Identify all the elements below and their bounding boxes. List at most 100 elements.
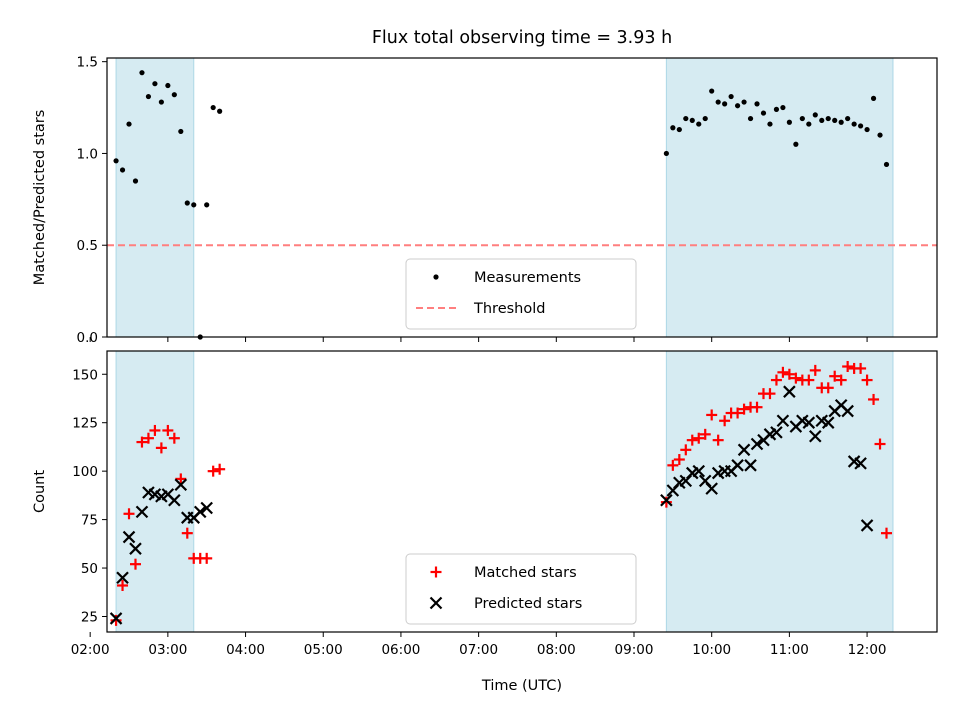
predicted-star-point-b (660, 493, 673, 507)
top-y-tick-label: 1.0 (77, 146, 98, 162)
predicted-star-point-b (174, 478, 188, 491)
bottom-y-tick-label: 75 (81, 513, 98, 529)
matched-star-point (155, 442, 167, 454)
matched-star-point (783, 368, 795, 380)
predicted-star-point-b (122, 530, 136, 544)
measurement-point (709, 88, 715, 94)
measurement-point (145, 93, 152, 100)
measurement-point (877, 132, 883, 138)
predicted-star-point-b (796, 414, 809, 428)
x-tick-label: 03:00 (148, 642, 187, 658)
matched-star-point (861, 374, 873, 386)
predicted-star-point (660, 493, 673, 507)
matched-star-point (214, 463, 226, 475)
predicted-star-point (776, 414, 790, 428)
top-legend-box (405, 258, 637, 330)
x-tick-label: 04:00 (226, 642, 265, 658)
bottom-y-tick-label: 150 (72, 367, 98, 383)
measurement-point (191, 202, 197, 208)
matched-star-point (110, 614, 122, 626)
measurement-point (217, 108, 223, 114)
predicted-star-point (174, 478, 188, 491)
top-observing-band-2 (665, 57, 894, 338)
predicted-star-point-b (770, 426, 783, 439)
predicted-star-point-b (815, 414, 829, 428)
predicted-star-point-b (129, 542, 142, 555)
bottom-series-2 (109, 385, 874, 625)
measurement-point (786, 119, 792, 125)
bottom-panel: 25 50 75 100 125 150 02:00 03:00 04:00 05:00 06:00… (32, 350, 938, 694)
measurement-point (689, 117, 695, 124)
matched-star-point (712, 434, 724, 446)
matched-star-point (660, 496, 672, 508)
matched-star-point (738, 403, 750, 415)
predicted-star-point-b (109, 612, 123, 625)
x-tick-label: 10:00 (692, 642, 731, 658)
matched-star-point (803, 374, 815, 386)
matched-star-point (142, 432, 154, 444)
measurement-point (696, 121, 702, 127)
bottom-axes-frame (106, 350, 938, 633)
measurement-point (760, 110, 767, 116)
top-observing-band-1 (115, 57, 195, 338)
bottom-legend: Matched stars Predicted stars (405, 553, 637, 625)
predicted-star-point-b (698, 474, 712, 488)
matched-star-point (686, 434, 698, 446)
measurement-point (845, 115, 851, 122)
x-tick-label: 11:00 (770, 642, 809, 658)
predicted-star-point-b (809, 429, 822, 443)
measurement-point (825, 115, 831, 122)
top-series-1 (113, 70, 890, 340)
predicted-star-point (168, 493, 181, 507)
matched-star-point (149, 424, 161, 436)
measurement-point (767, 121, 773, 127)
bottom-y-axis-label: Count (32, 470, 48, 513)
measurement-point (799, 115, 805, 122)
predicted-star-point (705, 482, 718, 495)
predicted-star-point-b (776, 414, 790, 428)
measurement-point (113, 158, 119, 164)
measurement-point (178, 128, 184, 135)
measurement-point (864, 126, 870, 133)
legend-threshold-label: Threshold (473, 301, 545, 317)
measurement-point (139, 70, 145, 76)
predicted-star-point (116, 571, 129, 585)
predicted-star-point-b (135, 505, 149, 519)
predicted-star-point (841, 404, 854, 418)
matched-star-point (881, 527, 893, 539)
measurement-point (870, 95, 877, 101)
predicted-star-point (821, 416, 835, 429)
matched-star-point (842, 361, 854, 373)
predicted-star-point-b (705, 482, 718, 495)
measurement-point (152, 81, 158, 87)
measurement-point (702, 115, 708, 122)
predicted-star-point (135, 505, 149, 519)
top-axes-frame (106, 57, 938, 338)
predicted-star-point-b (841, 404, 854, 418)
x-axis-label: Time (UTC) (481, 678, 562, 694)
predicted-star-point-b (116, 571, 129, 585)
matched-star-point (117, 579, 129, 591)
predicted-star-point-b (854, 457, 867, 470)
predicted-star-point (737, 443, 751, 457)
measurement-point (754, 101, 760, 107)
predicted-star-point (770, 426, 783, 439)
x-tick-label: 02:00 (71, 642, 110, 658)
x-tick-label: 06:00 (381, 642, 420, 658)
measurement-point (883, 161, 890, 168)
bottom-series-1 (110, 361, 893, 626)
bottom-legend-box (405, 553, 637, 625)
matched-star-point (855, 362, 867, 374)
predicted-star-point-b (834, 398, 848, 412)
measurement-point (715, 99, 721, 105)
legend-matched-marker (430, 566, 442, 578)
matched-star-point (123, 508, 135, 520)
matched-star-point (680, 444, 692, 456)
matched-star-point (809, 364, 821, 376)
predicted-star-point-b (148, 488, 162, 501)
measurement-point (793, 141, 799, 147)
top-legend: Measurements Threshold (405, 258, 637, 330)
x-tick-label: 08:00 (537, 642, 576, 658)
matched-star-point (673, 454, 685, 466)
